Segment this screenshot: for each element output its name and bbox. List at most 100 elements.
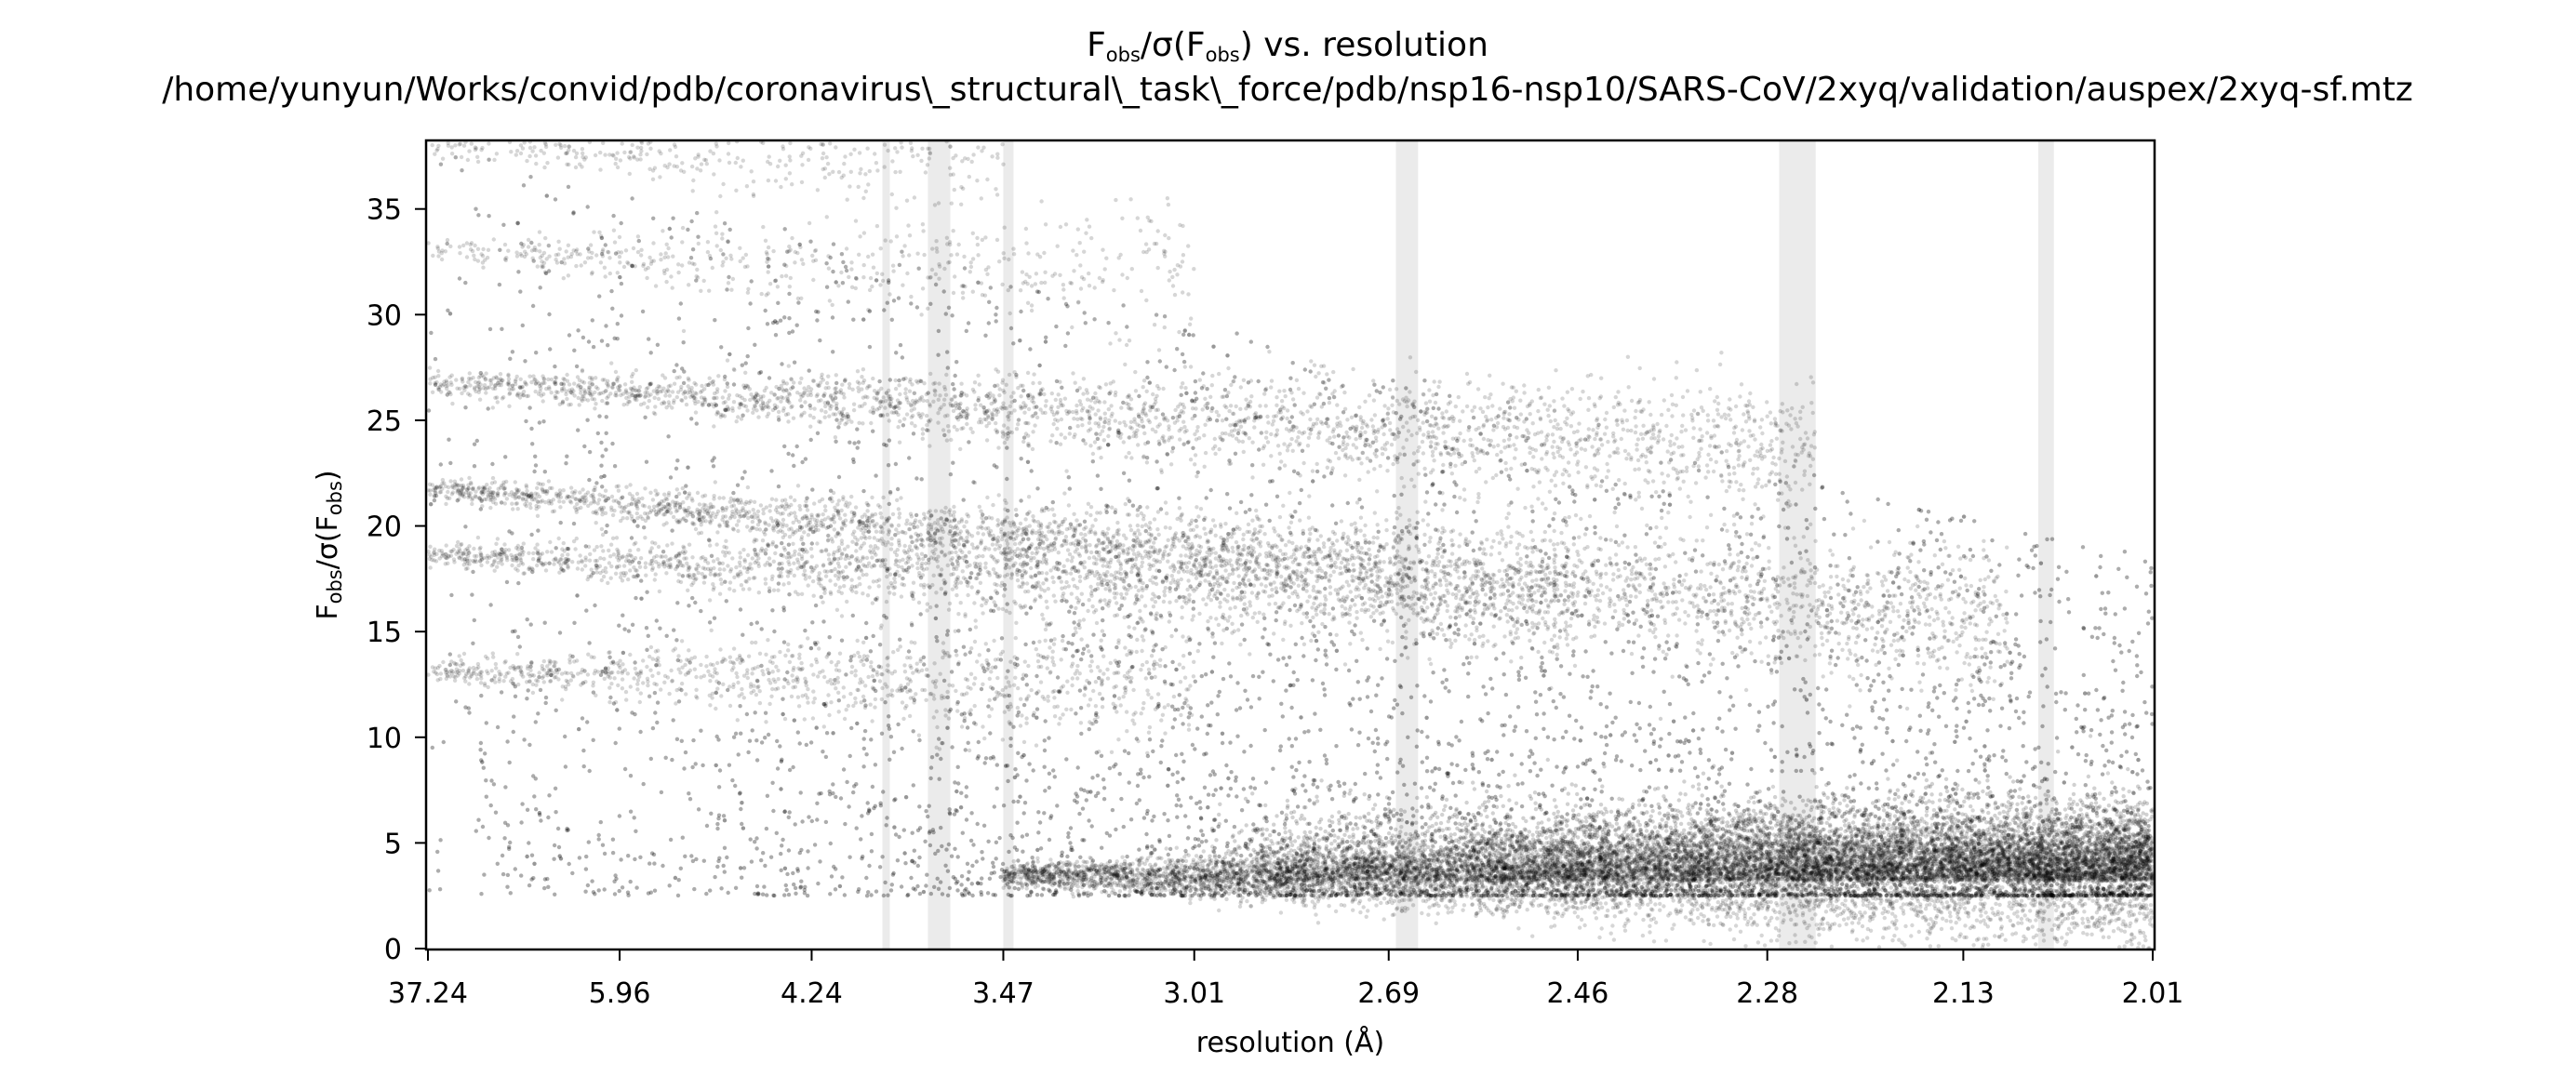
scatter-point — [1124, 423, 1128, 427]
scatter-point — [1033, 423, 1036, 427]
scatter-point — [608, 392, 612, 395]
scatter-point — [1088, 513, 1092, 517]
scatter-point — [787, 401, 791, 405]
scatter-point — [474, 390, 477, 393]
scatter-point — [1215, 410, 1219, 414]
scatter-point — [837, 410, 841, 414]
scatter-point — [593, 397, 596, 401]
scatter-point — [1423, 499, 1427, 503]
scatter-point — [1674, 560, 1677, 564]
scatter-point — [510, 387, 514, 391]
scatter-point — [1709, 513, 1713, 517]
scatter-point — [1799, 556, 1803, 560]
scatter-point — [1748, 392, 1752, 395]
scatter-point — [1345, 418, 1349, 421]
scatter-point — [1544, 438, 1548, 442]
scatter-point — [1546, 414, 1550, 418]
scatter-point — [610, 495, 614, 498]
scatter-point — [1030, 415, 1034, 418]
scatter-point — [1554, 368, 1557, 372]
scatter-point — [428, 381, 432, 385]
scatter-point — [1431, 468, 1435, 471]
scatter-point — [541, 377, 545, 380]
scatter-point — [1615, 418, 1619, 422]
scatter-point — [1129, 456, 1133, 459]
scatter-point — [1739, 483, 1742, 486]
scatter-point — [1552, 440, 1555, 444]
scatter-point — [1099, 418, 1102, 421]
scatter-point — [1328, 591, 1332, 595]
scatter-point — [1259, 415, 1262, 418]
scatter-point — [674, 376, 678, 379]
scatter-point — [1078, 399, 1082, 403]
scatter-point — [1031, 514, 1034, 518]
scatter-point — [1345, 443, 1349, 446]
scatter-point — [1820, 631, 1823, 635]
scatter-point — [1244, 398, 1248, 402]
scatter-point — [525, 489, 528, 493]
scatter-point — [1379, 464, 1382, 468]
scatter-point — [1503, 445, 1507, 449]
scatter-point — [1181, 443, 1185, 446]
scatter-point — [1102, 400, 1106, 404]
scatter-point — [1590, 445, 1594, 448]
scatter-point — [1698, 427, 1702, 431]
scatter-point — [1598, 437, 1602, 441]
scatter-point — [1792, 464, 1795, 468]
scatter-point — [643, 511, 647, 515]
scatter-point — [1087, 429, 1090, 432]
scatter-point — [885, 392, 888, 395]
scatter-point — [1094, 412, 1098, 416]
scatter-point — [630, 380, 634, 384]
scatter-point — [942, 398, 946, 402]
scatter-point — [860, 405, 863, 408]
scatter-point — [647, 399, 651, 403]
scatter-point — [1651, 423, 1655, 427]
scatter-point — [696, 400, 700, 404]
scatter-point — [1390, 404, 1394, 407]
scatter-point — [1193, 462, 1196, 466]
scatter-point — [567, 403, 570, 406]
scatter-point — [1388, 428, 1392, 432]
scatter-point — [667, 400, 671, 404]
scatter-point — [1462, 498, 1466, 501]
scatter-point — [1208, 395, 1212, 399]
scatter-point — [1550, 479, 1554, 483]
scatter-point — [1589, 373, 1593, 377]
scatter-point — [1593, 454, 1596, 458]
scatter-point — [1686, 389, 1689, 392]
scatter-point — [1813, 653, 1817, 657]
scatter-point — [812, 406, 816, 410]
scatter-point — [1962, 661, 1966, 665]
scatter-point — [1869, 545, 1873, 549]
scatter-point — [1416, 459, 1420, 463]
scatter-point — [1955, 650, 1958, 654]
scatter-point — [1822, 583, 1825, 587]
scatter-point — [1082, 377, 1086, 380]
scatter-point — [1560, 396, 1564, 400]
scatter-point — [463, 384, 467, 388]
scatter-point — [802, 386, 806, 390]
scatter-point — [1178, 437, 1181, 441]
scatter-point — [1616, 403, 1620, 406]
scatter-point — [1128, 425, 1132, 429]
scatter-point — [1437, 560, 1441, 564]
scatter-point — [748, 398, 752, 402]
scatter-point — [1605, 411, 1608, 415]
scatter-point — [1638, 409, 1642, 413]
scatter-point — [1154, 397, 1157, 401]
scatter-point — [1732, 431, 1736, 434]
scatter-point — [1357, 478, 1361, 482]
scatter-point — [1308, 432, 1312, 435]
scatter-point — [1312, 422, 1315, 426]
scatter-point — [1887, 667, 1890, 671]
scatter-point — [860, 387, 863, 391]
scatter-point — [985, 438, 989, 442]
scatter-point — [1301, 461, 1305, 465]
scatter-point — [1637, 495, 1641, 498]
scatter-point — [770, 498, 774, 501]
scatter-point — [1542, 641, 1546, 644]
scatter-point — [1282, 442, 1286, 445]
scatter-point — [1742, 439, 1746, 443]
scatter-point — [1979, 578, 1982, 582]
